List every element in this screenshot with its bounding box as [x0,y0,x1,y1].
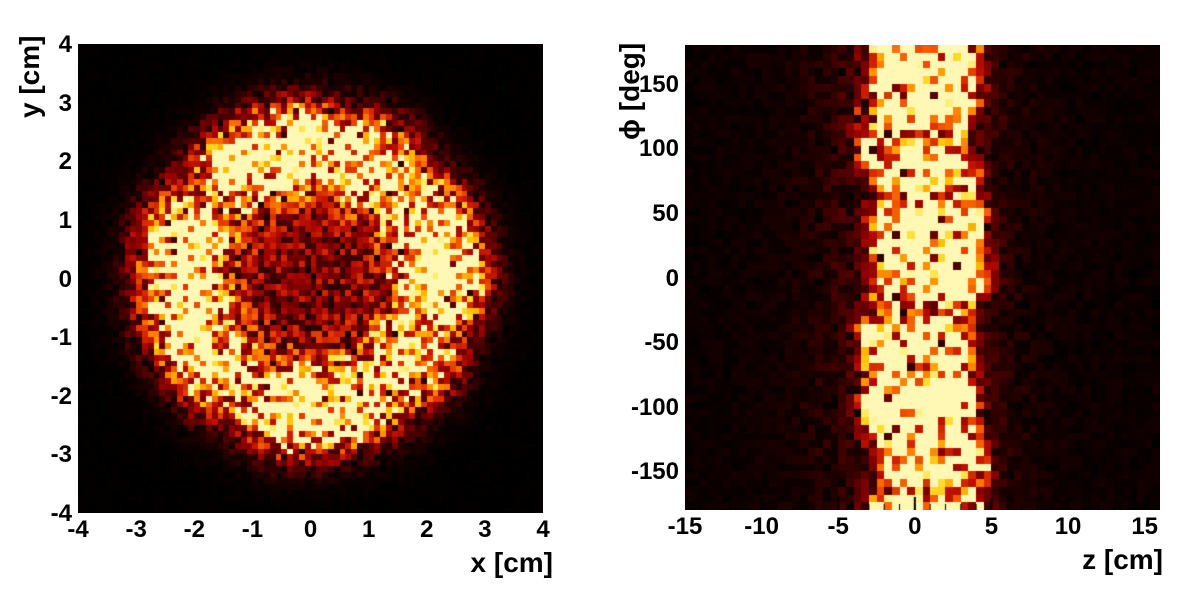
zphi-heatmap-canvas [685,45,1160,510]
z-phi-hit-map-x-tick-label: 5 [984,513,999,540]
z-phi-hit-map-y-tick-label: 0 [665,264,679,292]
xy-hit-map-x-tick-label: -4 [67,516,89,543]
z-phi-hit-map-y-tick-label: -150 [630,458,679,486]
xy-plot-frame [78,44,543,513]
xy-x-axis-title: x [cm] [470,547,553,578]
z-phi-hit-map-y-tick-label: -50 [644,329,679,357]
xy-hit-map-x-tick-label: 3 [478,516,492,543]
z-phi-hit-map-x-tick-label: -10 [744,513,779,540]
xy-hit-map-y-tick-label: 1 [58,206,72,234]
xy-hit-map-y-tick-label: -2 [50,382,72,410]
xy-hit-map-x-tick-label: -2 [183,516,205,543]
xy-hit-map-y-tick-label: -1 [50,324,72,352]
xy-hit-map-y-tick-label: 3 [58,89,72,117]
z-phi-hit-map-y-tick-label: 100 [638,135,679,163]
xy-heatmap-canvas [78,44,543,513]
xy-hit-map-x-tick-label: -1 [241,516,264,543]
zphi-plot-frame [685,45,1160,510]
zphi-x-axis-title: z [cm] [1082,544,1163,575]
xy-hit-map-y-tick-label: 0 [58,265,72,293]
z-phi-hit-map-y-tick-label: -100 [630,393,679,421]
z-phi-hit-map-x-tick-label: -5 [827,513,849,540]
xy-hit-map-y-tick-label: 4 [58,31,72,58]
xy-hit-map-y-tick-label: -4 [50,500,72,527]
xy-hit-map-x-tick-label: 4 [536,516,550,543]
xy-hit-map-x-tick-label: 2 [420,516,434,543]
z-phi-hit-map-x-tick-label: 10 [1054,513,1082,540]
xy-hit-map-x-tick-label: 1 [361,516,376,543]
xy-hit-map-x-tick-label: -3 [125,516,147,543]
z-phi-hit-map-y-tick-label: 150 [638,70,679,98]
xy-hit-map-y-tick-label: 2 [58,148,72,176]
z-phi-hit-map-x-tick-label: -15 [667,513,703,540]
xy-hit-map-x-tick-label: 0 [303,516,318,543]
z-phi-hit-map-y-tick-label: 50 [652,199,679,227]
z-phi-hit-map-x-tick-label: 0 [908,513,922,540]
z-phi-hit-map-x-tick-label: 15 [1131,513,1159,540]
xy-hit-map-y-tick-label: -3 [50,441,72,469]
